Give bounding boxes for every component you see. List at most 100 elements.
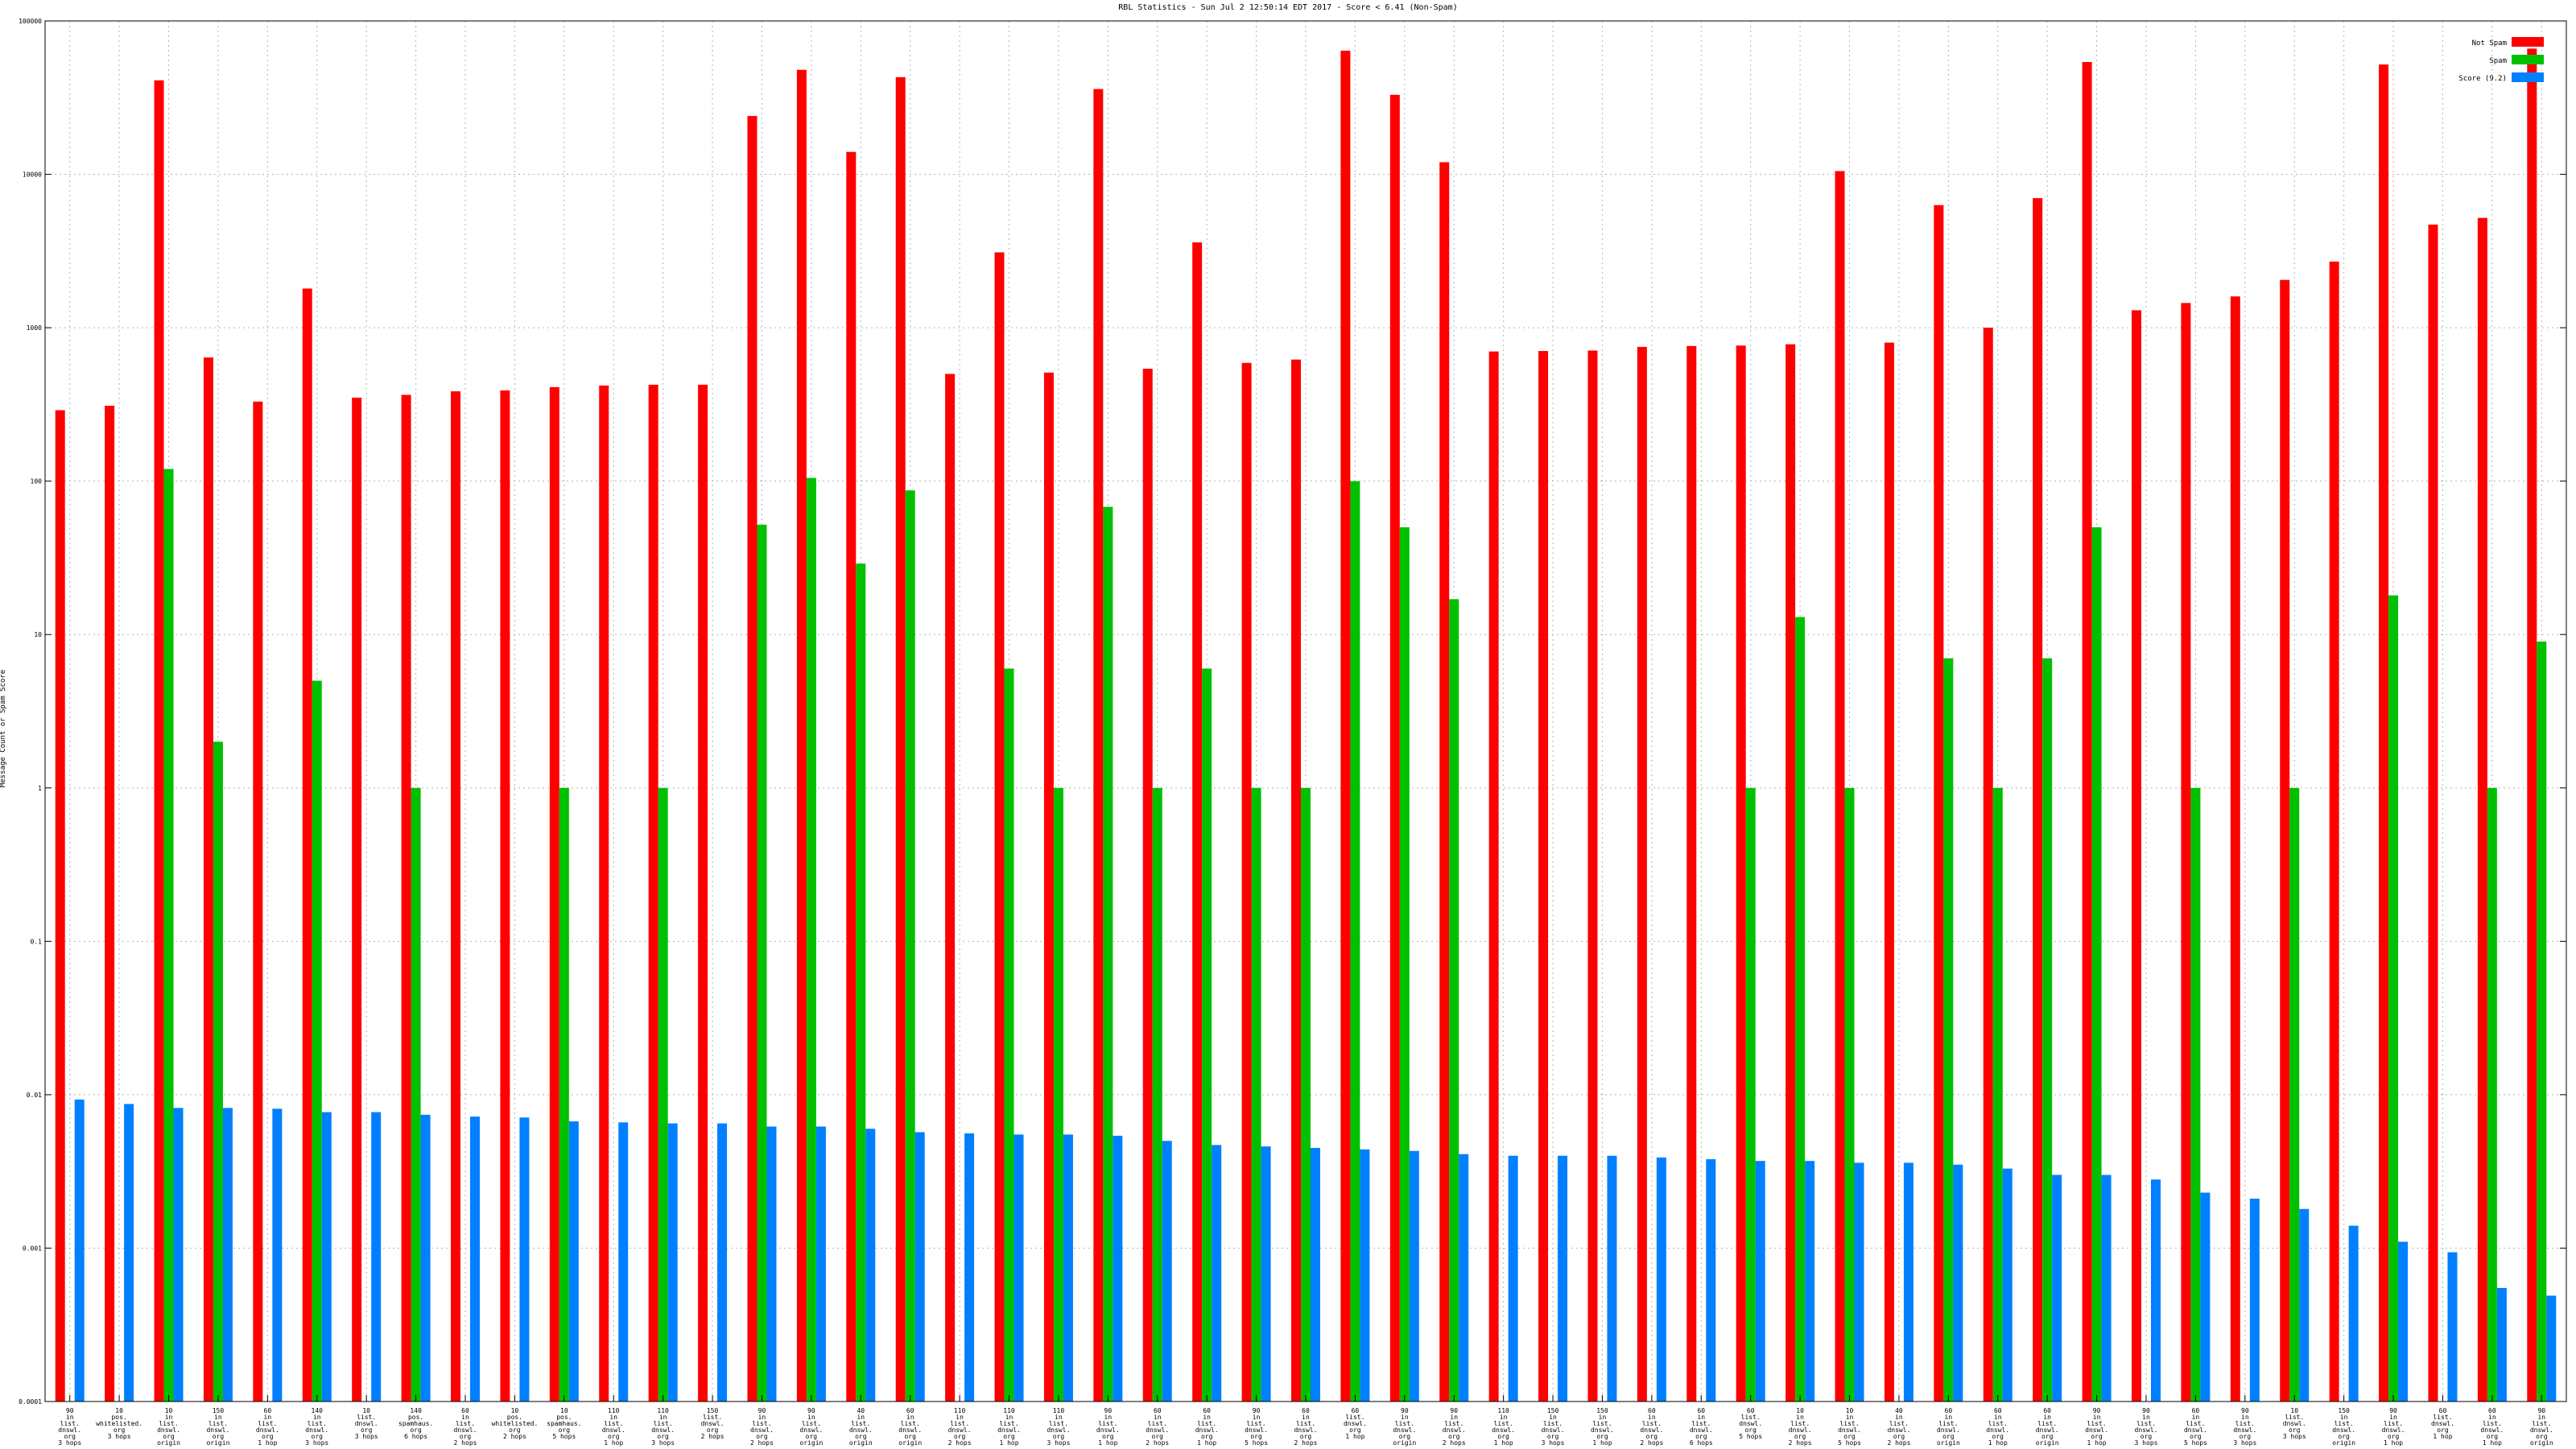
bar-spam xyxy=(1350,481,1360,1402)
bar-not-spam xyxy=(1587,350,1598,1402)
x-tick-label: 90 in list. dnswl. org origin xyxy=(2530,1407,2553,1447)
bar-not-spam xyxy=(352,397,362,1402)
bar-not-spam xyxy=(1192,242,1203,1402)
bar-not-spam xyxy=(698,384,708,1402)
bar-score-9-2 xyxy=(1360,1149,1370,1402)
bar-score-9-2 xyxy=(717,1123,728,1402)
bar-score-9-2 xyxy=(1953,1164,1963,1402)
bar-spam xyxy=(1844,787,1855,1402)
y-tick-label: 1 xyxy=(38,785,42,792)
legend: Not Spam Spam Score (9.2) xyxy=(2458,37,2544,83)
x-tick-label: 90 in list. dnswl. org 2 hops xyxy=(1443,1407,1466,1447)
x-tick-label: 90 in list. dnswl. org 1 hop xyxy=(2085,1407,2108,1447)
bar-score-9-2 xyxy=(1162,1141,1172,1402)
x-tick-label: 40 in list. dnswl. org 2 hops xyxy=(1887,1407,1910,1447)
x-tick-label: 60 in list. dnswl. org 2 hops xyxy=(1146,1407,1169,1447)
bar-not-spam xyxy=(1736,345,1746,1402)
bar-score-9-2 xyxy=(173,1108,184,1402)
bar-score-9-2 xyxy=(1755,1161,1765,1402)
bar-score-9-2 xyxy=(371,1112,382,1402)
x-tick-label: 110 in list. dnswl. org 1 hop xyxy=(1492,1407,1515,1447)
bar-score-9-2 xyxy=(1013,1134,1024,1402)
bar-not-spam xyxy=(1686,345,1697,1402)
x-tick-label: 60 in list. dnswl. org 2 hops xyxy=(1640,1407,1663,1447)
bar-score-9-2 xyxy=(1656,1157,1666,1402)
bar-score-9-2 xyxy=(1903,1162,1913,1402)
bar-not-spam xyxy=(2082,61,2092,1402)
bar-score-9-2 xyxy=(2496,1287,2507,1402)
bar-score-9-2 xyxy=(1212,1145,1222,1402)
bar-not-spam xyxy=(1389,94,1400,1402)
bar-spam xyxy=(1251,787,1261,1402)
bar-score-9-2 xyxy=(1854,1162,1864,1402)
x-tick-label: 90 in list. dnswl. org 2 hops xyxy=(750,1407,774,1447)
bar-series xyxy=(55,48,2557,1402)
bar-spam xyxy=(1004,668,1014,1402)
x-tick-label: 60 in list. dnswl. org 2 hops xyxy=(1294,1407,1318,1447)
x-tick-label: 10 list. dnswl. org 3 hops xyxy=(2283,1407,2306,1440)
y-tick-label: 100 xyxy=(31,478,43,485)
legend-label: Not Spam xyxy=(2472,39,2507,47)
bar-not-spam xyxy=(2329,261,2339,1402)
axes: 0.0001 0.001 0.01 0.1 1 10 100 1000 10000 100000 9… xyxy=(19,18,2567,1447)
bar-score-9-2 xyxy=(914,1132,925,1402)
bar-score-9-2 xyxy=(2101,1174,2112,1402)
legend-swatch xyxy=(2512,72,2544,82)
x-tick-label: 110 in list. dnswl. org 1 hop xyxy=(602,1407,625,1447)
x-tick-label: 60 list. dnswl. org 5 hops xyxy=(1739,1407,1762,1440)
y-tick-label: 1000 xyxy=(27,324,42,332)
bar-not-spam xyxy=(945,374,956,1402)
x-tick-label: 10 in list. dnswl. org 2 hops xyxy=(1789,1407,1812,1447)
bar-not-spam xyxy=(648,384,658,1402)
y-tick-label: 10000 xyxy=(23,171,42,179)
x-tick-label: 90 in list. dnswl. org 3 hops xyxy=(2135,1407,2158,1447)
legend-swatch xyxy=(2512,37,2544,47)
x-tick-label: 110 in list. dnswl. org 2 hops xyxy=(948,1407,972,1447)
bar-score-9-2 xyxy=(2348,1225,2359,1402)
bar-spam xyxy=(1301,787,1311,1402)
x-tick-label: 90 in list. dnswl. org 1 hop xyxy=(2382,1407,2405,1447)
bar-not-spam xyxy=(401,394,411,1402)
bar-score-9-2 xyxy=(568,1121,579,1402)
bar-spam xyxy=(658,787,668,1402)
bar-spam xyxy=(2042,658,2053,1402)
bar-not-spam xyxy=(451,391,460,1402)
bar-score-9-2 xyxy=(321,1112,332,1402)
bar-not-spam xyxy=(846,151,857,1402)
x-tick-label: 110 in list. dnswl. org 3 hops xyxy=(651,1407,675,1447)
bar-not-spam xyxy=(203,357,213,1402)
bar-not-spam xyxy=(1538,351,1549,1402)
bar-not-spam xyxy=(1785,344,1796,1402)
x-tick-label: 90 in list. dnswl. org origin xyxy=(1393,1407,1416,1447)
bar-not-spam xyxy=(796,69,807,1402)
legend-label: Spam xyxy=(2489,57,2507,65)
bar-not-spam xyxy=(1043,372,1054,1402)
bar-spam xyxy=(559,787,569,1402)
bar-not-spam xyxy=(549,386,559,1402)
bar-spam xyxy=(1943,658,1954,1402)
bar-spam xyxy=(1152,787,1162,1402)
x-tick-label: 60 in list. dnswl. org 1 hop xyxy=(256,1407,279,1447)
x-tick-label: 150 in list. dnswl. org 3 hops xyxy=(1542,1407,1565,1447)
bar-score-9-2 xyxy=(815,1126,826,1402)
y-tick-label: 0.0001 xyxy=(19,1398,42,1406)
bar-not-spam xyxy=(1884,342,1894,1402)
bar-not-spam xyxy=(1291,359,1301,1402)
bar-score-9-2 xyxy=(2546,1295,2557,1402)
bar-score-9-2 xyxy=(2249,1199,2260,1402)
bar-spam xyxy=(2388,595,2399,1402)
bar-not-spam xyxy=(500,390,510,1402)
bar-spam xyxy=(1449,599,1459,1402)
bar-spam xyxy=(905,490,915,1402)
bar-not-spam xyxy=(1934,204,1944,1402)
bar-score-9-2 xyxy=(2299,1208,2310,1402)
bar-score-9-2 xyxy=(272,1108,283,1402)
x-tick-label: 60 in list. dnswl. org 2 hops xyxy=(454,1407,477,1447)
legend-swatch xyxy=(2512,55,2544,64)
x-tick-label: 10 pos. spamhaus. org 5 hops xyxy=(547,1407,581,1440)
bar-not-spam xyxy=(1835,171,1845,1402)
y-tick-label: 10 xyxy=(34,631,42,638)
bar-not-spam xyxy=(599,385,609,1402)
x-tick-label: 110 in list. dnswl. org 1 hop xyxy=(997,1407,1021,1447)
plot-border xyxy=(44,20,2567,1402)
